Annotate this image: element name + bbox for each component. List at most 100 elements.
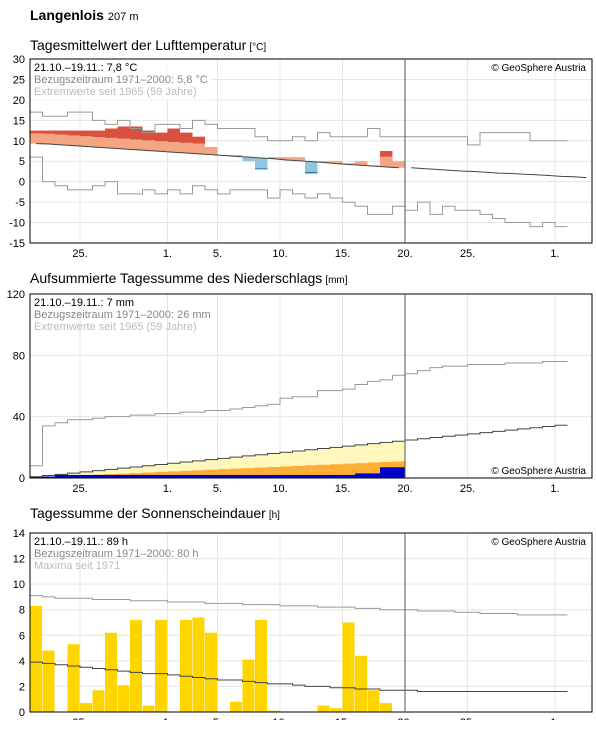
- x-tick-label: 5.: [213, 717, 222, 720]
- sunshine-title: Tagessumme der Sonnenscheindauer [h]: [30, 505, 280, 521]
- x-tick-label: 10.: [272, 483, 287, 495]
- sunshine-bar: [155, 619, 167, 712]
- x-tick-label: 25.: [460, 248, 475, 260]
- info-text-1: 21.10.–19.11.: 7,8 °C: [34, 62, 137, 74]
- x-tick-label: 15.: [335, 248, 350, 260]
- precipitation-bar: [292, 474, 305, 478]
- sunshine-bar: [230, 701, 242, 712]
- temperature-bar-warm: [155, 141, 168, 152]
- temperature-bar-warm: [30, 133, 43, 144]
- precipitation-bar: [355, 473, 368, 478]
- x-tick-label: 5.: [213, 248, 222, 260]
- extreme-max-line: [30, 360, 568, 467]
- sunshine-bar: [267, 710, 280, 712]
- precipitation-bar: [42, 476, 55, 478]
- precipitation-bar: [305, 474, 318, 478]
- y-tick-label: 0: [19, 707, 25, 719]
- temperature-bar-warm: [92, 137, 105, 148]
- station-altitude: 207 m: [107, 11, 139, 23]
- y-tick-label: -5: [15, 197, 25, 209]
- x-tick-label: 1.: [163, 483, 172, 495]
- sunshine-bar: [330, 708, 342, 712]
- sunshine-bar: [105, 632, 117, 712]
- copyright-label: © GeoSphere Austria: [491, 466, 586, 477]
- y-tick-label: 4: [19, 656, 25, 668]
- y-tick-label: 15: [13, 115, 25, 127]
- y-tick-label: 2: [19, 681, 25, 693]
- info-text-2: Bezugszeitraum 1971–2000: 80 h: [34, 548, 199, 560]
- precipitation-title: Aufsummierte Tagessumme des Niederschlag…: [30, 270, 348, 286]
- precipitation-bar: [167, 474, 180, 478]
- temperature-unit: [°C]: [249, 42, 267, 53]
- temperature-bar-warm: [117, 138, 130, 149]
- sunshine-chart: 0 2 4 6 8 10 12 14 25. 1. 5. 10. 15. 20. 25. 1. 21.10.–1…: [13, 528, 593, 720]
- sunshine-bar: [92, 690, 105, 712]
- x-tick-label: 25.: [72, 483, 87, 495]
- sunshine-bar: [355, 655, 367, 712]
- precipitation-bar: [267, 474, 280, 478]
- sunshine-bar: [255, 619, 267, 712]
- x-tick-label: 25.: [460, 483, 475, 495]
- precipitation-bar: [180, 474, 193, 478]
- info-text-3: Extremwerte seit 1965 (59 Jahre): [34, 321, 197, 333]
- temperature-title-text: Tagesmittelwert der Lufttemperatur: [30, 37, 247, 53]
- x-tick-label: 1.: [550, 248, 559, 260]
- temperature-bar-warm: [317, 161, 330, 163]
- sunshine-bar: [80, 703, 92, 712]
- temperature-bar-very-warm: [142, 130, 155, 141]
- precipitation-bar: [192, 474, 205, 478]
- temperature-bar-warm: [67, 135, 80, 146]
- temperature-bar-warm: [42, 133, 55, 145]
- temperature-bar-warm: [230, 155, 243, 157]
- temperature-bar-very-warm: [105, 128, 118, 138]
- x-tick-label: 25.: [72, 248, 87, 260]
- info-background: [31, 60, 211, 100]
- precipitation-bar: [55, 474, 68, 478]
- x-tick-label: 1.: [163, 717, 172, 720]
- sunshine-bar: [192, 617, 205, 712]
- plot-border: [29, 58, 593, 244]
- info-text-1: 21.10.–19.11.: 89 h: [34, 536, 128, 548]
- x-tick-label: 25.: [460, 717, 475, 720]
- info-text-2: Bezugszeitraum 1971–2000: 5,8 °C: [34, 74, 208, 86]
- x-tick-label: 15.: [335, 717, 350, 720]
- sunshine-bar: [242, 659, 255, 712]
- temperature-bar-very-warm: [42, 130, 55, 134]
- x-tick-label: 15.: [335, 483, 350, 495]
- precipitation-bar: [105, 474, 118, 478]
- temperature-bar-very-cold: [305, 171, 318, 174]
- temperature-bar-very-warm: [117, 126, 130, 139]
- y-tick-label: 80: [13, 350, 25, 362]
- extreme-min-line: [30, 156, 568, 228]
- x-tick-label: 10.: [272, 717, 287, 720]
- sunshine-maxima-line: [30, 595, 568, 616]
- sunshine-bar: [380, 703, 392, 712]
- y-tick-label: 0: [19, 177, 25, 189]
- y-tick-label: 10: [13, 579, 25, 591]
- reference-mean-line: [36, 143, 399, 169]
- sunshine-bar: [317, 705, 330, 712]
- temperature-bar-warm: [55, 134, 68, 145]
- info-text-3: Extremwerte seit 1965 (59 Jahre): [34, 86, 197, 98]
- temperature-bar-very-cold: [255, 168, 268, 170]
- precipitation-bar: [255, 474, 268, 478]
- y-tick-label: 5: [19, 156, 25, 168]
- precipitation-unit: [mm]: [325, 275, 348, 286]
- station-name: Langenlois: [30, 7, 104, 23]
- sunshine-bar: [142, 705, 155, 712]
- station-header: Langenlois 207 m: [30, 7, 138, 23]
- y-tick-label: -15: [9, 238, 25, 250]
- sunshine-bar: [42, 650, 55, 712]
- sunshine-bar: [117, 685, 130, 712]
- x-tick-label: 1.: [550, 483, 559, 495]
- precipitation-bar: [67, 474, 80, 478]
- precipitation-bar: [367, 473, 380, 478]
- temperature-bar-warm: [267, 157, 280, 159]
- temperature-bar-very-warm: [180, 132, 193, 143]
- precipitation-bar: [317, 474, 330, 478]
- x-tick-label: 1.: [550, 717, 559, 720]
- y-tick-label: 40: [13, 412, 25, 424]
- temperature-bar-warm: [192, 143, 205, 154]
- temperature-bar-very-warm: [30, 130, 43, 134]
- temperature-bar-warm: [280, 157, 293, 160]
